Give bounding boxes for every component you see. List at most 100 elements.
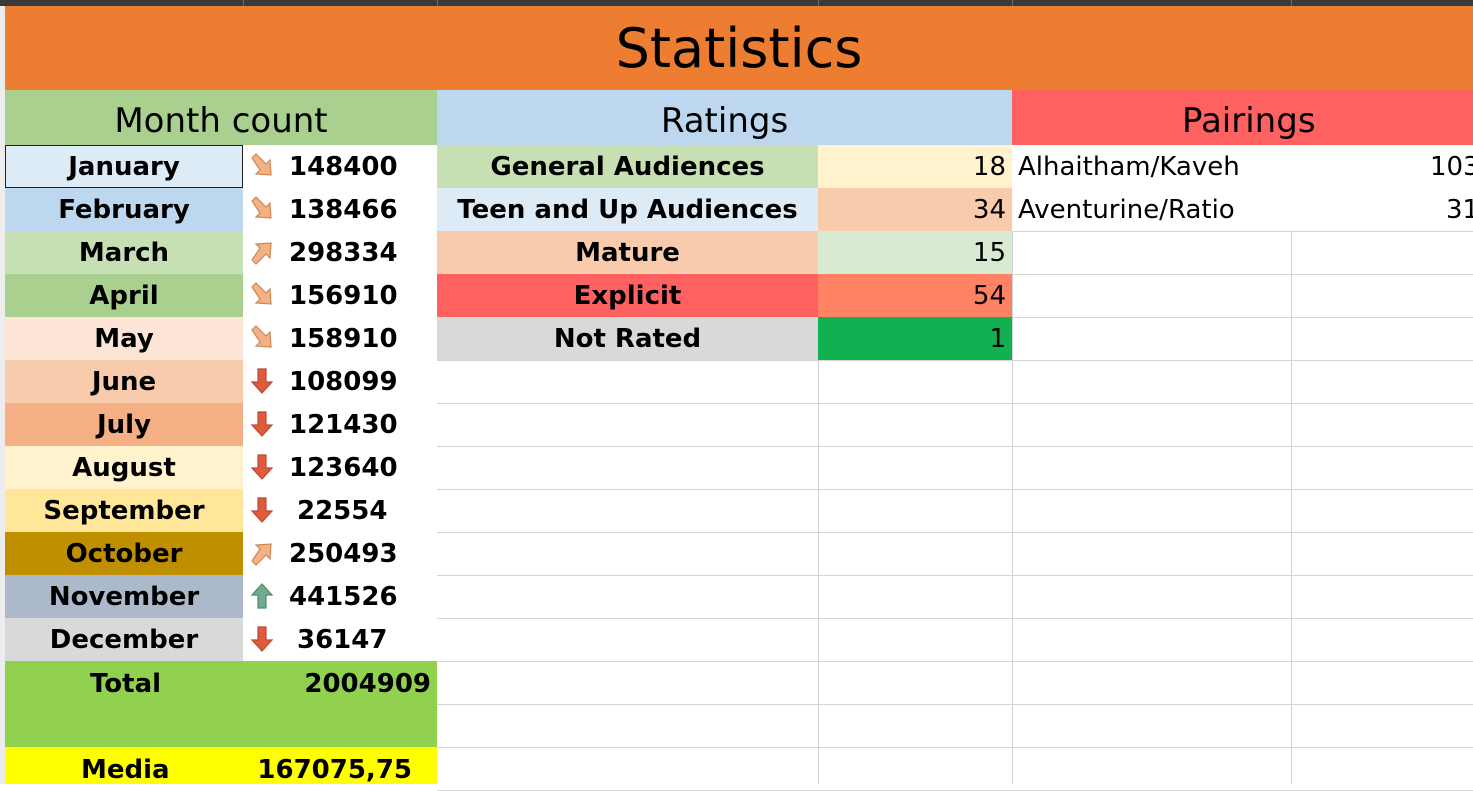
month-value-cell[interactable]: 298334 — [243, 231, 437, 274]
arrow-down-icon — [249, 496, 289, 526]
spreadsheet-top-bar — [0, 0, 1473, 6]
section-month-count[interactable]: Month count — [5, 90, 437, 145]
rating-value-cell[interactable]: 18 — [818, 145, 1012, 188]
gridline — [437, 446, 1473, 447]
row-header-edge — [0, 6, 5, 784]
arrow-down-right-icon — [249, 195, 289, 225]
month-name: January — [68, 151, 180, 182]
rating-name: General Audiences — [490, 151, 765, 182]
rating-value: 1 — [989, 323, 1006, 354]
gridline — [437, 489, 1473, 490]
month-name: April — [89, 280, 159, 311]
section-pairings[interactable]: Pairings — [1012, 90, 1473, 145]
month-value: 36147 — [297, 624, 388, 655]
pairing-value-cell[interactable]: 31 — [1291, 188, 1473, 231]
gridline — [437, 747, 1473, 748]
month-value-cell[interactable]: 138466 — [243, 188, 437, 231]
arrow-down-icon — [249, 367, 289, 397]
media-label: Media — [81, 755, 170, 784]
rating-name-cell[interactable]: General Audiences — [437, 145, 818, 188]
month-value: 298334 — [289, 237, 398, 268]
month-name-cell[interactable]: October — [5, 532, 243, 575]
month-value: 158910 — [289, 323, 398, 354]
month-name: July — [96, 409, 152, 440]
month-name-cell[interactable]: November — [5, 575, 243, 618]
rating-value: 15 — [972, 237, 1006, 268]
rating-value: 34 — [972, 194, 1006, 225]
arrow-down-right-icon — [249, 152, 289, 182]
rating-name-cell[interactable]: Mature — [437, 231, 818, 274]
arrow-down-icon — [249, 625, 289, 655]
month-value-cell[interactable]: 123640 — [243, 446, 437, 489]
pairing-name: Alhaitham/Kaveh — [1018, 151, 1240, 182]
month-name: September — [43, 495, 205, 526]
month-value-cell[interactable]: 148400 — [243, 145, 437, 188]
arrow-up-icon — [249, 582, 289, 612]
arrow-down-icon — [249, 410, 289, 440]
arrow-up-right-icon — [249, 539, 289, 569]
month-value-cell[interactable]: 36147 — [243, 618, 437, 661]
section-ratings-label: Ratings — [660, 101, 789, 141]
month-name: November — [48, 581, 200, 612]
rating-value-cell[interactable]: 1 — [818, 317, 1012, 360]
pairing-name-cell[interactable]: Alhaitham/Kaveh — [1012, 145, 1291, 188]
rating-value-cell[interactable]: 34 — [818, 188, 1012, 231]
page-title-text: Statistics — [615, 16, 863, 80]
month-name-cell[interactable]: June — [5, 360, 243, 403]
media-value: 167075,75 — [257, 755, 412, 784]
gridline — [437, 661, 1473, 662]
month-name-cell[interactable]: April — [5, 274, 243, 317]
month-value-cell[interactable]: 156910 — [243, 274, 437, 317]
month-value: 250493 — [289, 538, 398, 569]
month-name-cell[interactable]: July — [5, 403, 243, 446]
rating-name: Explicit — [573, 280, 682, 311]
arrow-down-right-icon — [249, 324, 289, 354]
total-label: Total — [90, 669, 162, 699]
month-name-cell[interactable]: December — [5, 618, 243, 661]
month-value-cell[interactable]: 441526 — [243, 575, 437, 618]
month-value-cell[interactable]: 158910 — [243, 317, 437, 360]
month-name: February — [58, 194, 190, 225]
rating-value: 54 — [972, 280, 1006, 311]
rating-name: Not Rated — [553, 323, 702, 354]
month-value: 123640 — [289, 452, 398, 483]
section-ratings[interactable]: Ratings — [437, 90, 1012, 145]
media-block[interactable]: Media 167075,75 — [5, 747, 437, 784]
month-name-cell[interactable]: September — [5, 489, 243, 532]
total-block[interactable]: Total 2004909 — [5, 661, 437, 747]
month-value: 121430 — [289, 409, 398, 440]
gridline — [1291, 145, 1292, 784]
month-value-cell[interactable]: 108099 — [243, 360, 437, 403]
gridline — [437, 403, 1473, 404]
rating-name-cell[interactable]: Teen and Up Audiences — [437, 188, 818, 231]
month-value-cell[interactable]: 250493 — [243, 532, 437, 575]
month-value: 138466 — [289, 194, 398, 225]
month-name-cell[interactable]: August — [5, 446, 243, 489]
month-name: August — [72, 452, 176, 483]
month-value-cell[interactable]: 22554 — [243, 489, 437, 532]
pairing-value: 103 — [1430, 151, 1473, 182]
month-name-cell[interactable]: January — [5, 145, 243, 188]
gridline — [437, 575, 1473, 576]
month-value-cell[interactable]: 121430 — [243, 403, 437, 446]
rating-name: Teen and Up Audiences — [457, 194, 798, 225]
page-title[interactable]: Statistics — [5, 6, 1473, 90]
month-value: 441526 — [289, 581, 398, 612]
pairing-name-cell[interactable]: Aventurine/Ratio — [1012, 188, 1291, 231]
section-month-count-label: Month count — [114, 101, 328, 141]
gridline — [437, 704, 1473, 705]
arrow-up-right-icon — [249, 238, 289, 268]
month-name-cell[interactable]: May — [5, 317, 243, 360]
rating-value-cell[interactable]: 54 — [818, 274, 1012, 317]
gridline — [1012, 145, 1013, 784]
month-name: June — [91, 366, 157, 397]
month-value: 108099 — [289, 366, 398, 397]
month-name-cell[interactable]: March — [5, 231, 243, 274]
month-name: May — [94, 323, 154, 354]
rating-name-cell[interactable]: Explicit — [437, 274, 818, 317]
rating-value-cell[interactable]: 15 — [818, 231, 1012, 274]
rating-name-cell[interactable]: Not Rated — [437, 317, 818, 360]
pairing-value-cell[interactable]: 103 — [1291, 145, 1473, 188]
section-pairings-label: Pairings — [1182, 101, 1316, 141]
month-name-cell[interactable]: February — [5, 188, 243, 231]
